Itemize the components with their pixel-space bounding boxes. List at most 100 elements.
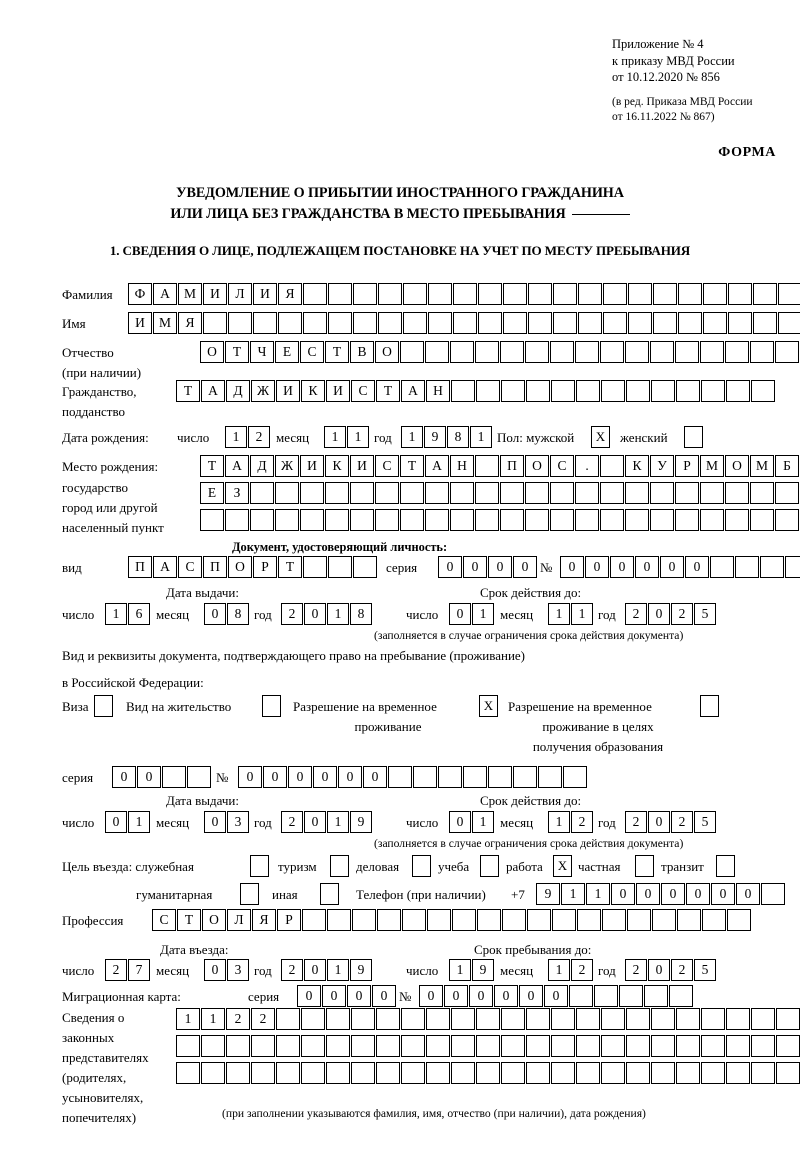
char-cell[interactable] — [250, 482, 274, 504]
char-cell[interactable]: 0 — [238, 766, 262, 788]
purpose-transit-checkbox[interactable] — [716, 855, 735, 877]
char-cell[interactable] — [328, 312, 352, 334]
char-cell[interactable]: 0 — [112, 766, 136, 788]
char-cell[interactable] — [650, 482, 674, 504]
char-cell[interactable] — [326, 1035, 350, 1057]
char-cell[interactable] — [378, 283, 402, 305]
char-cell[interactable] — [735, 556, 759, 578]
char-cell[interactable] — [450, 509, 474, 531]
temp-residence-edu-checkbox[interactable] — [700, 695, 719, 717]
char-cell[interactable]: 0 — [736, 883, 760, 905]
char-cell[interactable] — [625, 341, 649, 363]
char-cell[interactable] — [353, 312, 377, 334]
char-cell[interactable]: А — [153, 283, 177, 305]
char-cell[interactable]: П — [500, 455, 524, 477]
char-cell[interactable] — [453, 312, 477, 334]
char-cell[interactable] — [187, 766, 211, 788]
char-cell[interactable]: А — [201, 380, 225, 402]
temp-residence-checkbox[interactable]: X — [479, 695, 498, 717]
char-cell[interactable]: Д — [250, 455, 274, 477]
char-cell[interactable] — [703, 283, 727, 305]
char-cell[interactable] — [651, 1035, 675, 1057]
char-cell[interactable] — [451, 1062, 475, 1084]
char-cell[interactable] — [676, 380, 700, 402]
char-cell[interactable] — [576, 1008, 600, 1030]
char-cell[interactable] — [428, 312, 452, 334]
char-cell[interactable] — [326, 1062, 350, 1084]
char-cell[interactable] — [701, 380, 725, 402]
char-cell[interactable]: Т — [177, 909, 201, 931]
char-cell[interactable] — [576, 380, 600, 402]
char-cell[interactable]: О — [228, 556, 252, 578]
char-cell[interactable] — [476, 380, 500, 402]
char-cell[interactable] — [501, 380, 525, 402]
char-cell[interactable] — [200, 509, 224, 531]
char-cell[interactable] — [650, 341, 674, 363]
char-cell[interactable]: 0 — [297, 985, 321, 1007]
char-cell[interactable] — [426, 1008, 450, 1030]
char-cell[interactable] — [728, 312, 752, 334]
char-cell[interactable]: 2 — [671, 959, 693, 981]
char-cell[interactable]: 0 — [560, 556, 584, 578]
char-cell[interactable] — [525, 509, 549, 531]
char-cell[interactable]: О — [200, 341, 224, 363]
char-cell[interactable] — [761, 883, 785, 905]
char-cell[interactable] — [575, 341, 599, 363]
char-cell[interactable] — [578, 312, 602, 334]
char-cell[interactable] — [601, 1008, 625, 1030]
char-cell[interactable] — [488, 766, 512, 788]
char-cell[interactable] — [450, 482, 474, 504]
char-cell[interactable]: 1 — [105, 603, 127, 625]
char-cell[interactable] — [275, 482, 299, 504]
char-cell[interactable]: 9 — [350, 811, 372, 833]
char-cell[interactable]: 2 — [226, 1008, 250, 1030]
char-cell[interactable]: О — [525, 455, 549, 477]
char-cell[interactable] — [778, 283, 800, 305]
char-cell[interactable]: И — [300, 455, 324, 477]
char-cell[interactable] — [625, 509, 649, 531]
char-cell[interactable] — [527, 909, 551, 931]
char-cell[interactable] — [526, 1035, 550, 1057]
char-cell[interactable] — [303, 283, 327, 305]
char-cell[interactable]: 0 — [304, 959, 326, 981]
char-cell[interactable] — [513, 766, 537, 788]
char-cell[interactable] — [526, 1062, 550, 1084]
char-cell[interactable] — [775, 509, 799, 531]
char-cell[interactable] — [451, 1008, 475, 1030]
char-cell[interactable] — [376, 1008, 400, 1030]
char-cell[interactable] — [726, 1035, 750, 1057]
char-cell[interactable]: 0 — [469, 985, 493, 1007]
char-cell[interactable] — [644, 985, 668, 1007]
char-cell[interactable]: 9 — [424, 426, 446, 448]
char-cell[interactable]: 2 — [105, 959, 127, 981]
char-cell[interactable]: 0 — [444, 985, 468, 1007]
char-cell[interactable] — [325, 482, 349, 504]
char-cell[interactable]: 8 — [350, 603, 372, 625]
char-cell[interactable]: 1 — [401, 426, 423, 448]
char-cell[interactable]: 0 — [513, 556, 537, 578]
char-cell[interactable]: 2 — [281, 811, 303, 833]
char-cell[interactable]: У — [650, 455, 674, 477]
char-cell[interactable]: 1 — [472, 811, 494, 833]
char-cell[interactable]: 1 — [324, 426, 346, 448]
char-cell[interactable] — [250, 509, 274, 531]
char-cell[interactable]: 1 — [449, 959, 471, 981]
char-cell[interactable] — [727, 909, 751, 931]
char-cell[interactable] — [626, 1035, 650, 1057]
char-cell[interactable] — [710, 556, 734, 578]
char-cell[interactable] — [451, 1035, 475, 1057]
char-cell[interactable]: О — [202, 909, 226, 931]
residence-permit-checkbox[interactable] — [262, 695, 281, 717]
char-cell[interactable]: 5 — [694, 959, 716, 981]
char-cell[interactable] — [751, 1062, 775, 1084]
char-cell[interactable] — [176, 1062, 200, 1084]
char-cell[interactable]: 0 — [585, 556, 609, 578]
char-cell[interactable]: 2 — [571, 959, 593, 981]
